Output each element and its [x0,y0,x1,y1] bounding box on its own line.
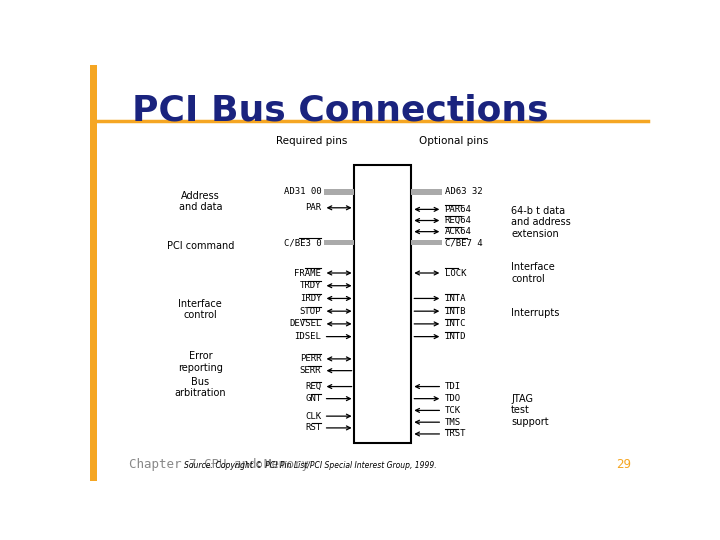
Text: INTB: INTB [445,307,466,316]
Text: AD63 32: AD63 32 [445,187,482,197]
Text: TDO: TDO [445,394,461,403]
Bar [90,65,96,481]
Text: IRDY: IRDY [300,294,321,303]
Text: Optional pins: Optional pins [420,136,489,146]
Text: PAR: PAR [305,203,321,212]
Text: DEVSEL: DEVSEL [289,319,321,328]
Text: ACK64: ACK64 [445,227,472,236]
Text: Error
reporting: Error reporting [178,351,222,373]
Text: Interface
control: Interface control [511,262,555,284]
Text: IDSEL: IDSEL [294,332,321,341]
Text: CLK: CLK [305,411,321,421]
Text: 29: 29 [616,458,631,471]
Text: RST: RST [305,423,321,433]
Text: TRST: TRST [445,429,466,438]
Text: LOCK: LOCK [445,268,466,278]
Text: C/BE7 4: C/BE7 4 [445,238,482,247]
Text: PCI Bus Connections: PCI Bus Connections [132,94,549,128]
Text: TCK: TCK [445,406,461,415]
Text: C/BE3 0: C/BE3 0 [284,238,321,247]
Text: STOP: STOP [300,307,321,316]
Text: Chapter 7 CPU and Memory: Chapter 7 CPU and Memory [129,458,309,471]
Text: Address
and data: Address and data [179,191,222,212]
Bar [324,240,354,246]
Bar [411,240,442,246]
Text: Interface
control: Interface control [179,299,222,320]
Text: REQ: REQ [305,382,321,391]
Text: Source: Copyright © PCI Pin List/PCI Special Interest Group, 1999.: Source: Copyright © PCI Pin List/PCI Spe… [184,461,436,470]
Text: FRAME: FRAME [294,268,321,278]
Text: GNT: GNT [305,394,321,403]
Text: TRDY: TRDY [300,281,321,290]
Bar [411,189,442,194]
Bar [324,189,354,194]
Text: INTA: INTA [445,294,466,303]
Text: PERR: PERR [300,354,321,363]
Text: INTD: INTD [445,332,466,341]
Text: Bus
arbitration: Bus arbitration [174,377,226,399]
Text: Interrupts: Interrupts [511,308,559,318]
Bar [354,165,411,443]
Text: 64-b t data
and address
extension: 64-b t data and address extension [511,206,571,239]
Text: AD31 00: AD31 00 [284,187,321,197]
Text: REQ64: REQ64 [445,216,472,225]
Text: TDI: TDI [445,382,461,391]
Text: PCI command: PCI command [166,241,234,251]
Text: INTC: INTC [445,319,466,328]
Text: Required pins: Required pins [276,136,348,146]
Text: SERR: SERR [300,366,321,375]
Text: JTAG
test
support: JTAG test support [511,394,549,427]
Text: TMS: TMS [445,417,461,427]
Text: PAR64: PAR64 [445,205,472,214]
